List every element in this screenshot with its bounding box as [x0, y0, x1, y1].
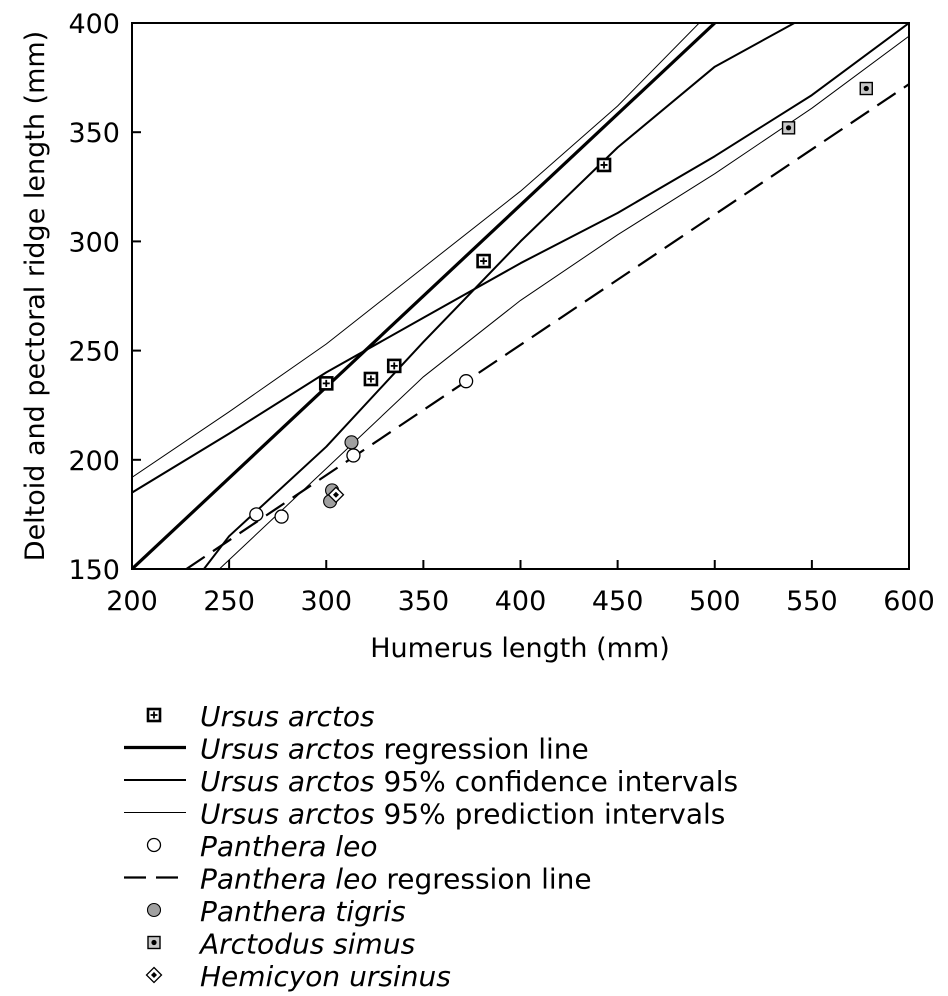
axis-ticks-layer: 200 250 300 350 400 450 500 550 6001502002503003… [68, 9, 934, 617]
legend-species: Panthera tigris [200, 895, 406, 928]
legend-item: Ursus arctos 95% prediction intervals [124, 798, 725, 831]
ursus-arctos-point [318, 376, 334, 391]
legend-species: Arctodus simus [198, 928, 415, 961]
ursus-arctos-95-confidence-intervals-2 [203, 23, 795, 569]
legend-item: Panthera leo regression line [124, 863, 592, 896]
y-tick-label: 250 [68, 337, 120, 368]
legend-description: regression line [377, 863, 591, 896]
y-tick-label: 150 [68, 555, 120, 586]
ursus-arctos-regression-line-0 [132, 23, 716, 569]
legend-marker-symbol [146, 707, 162, 723]
panthera-leo-point [249, 507, 264, 522]
x-axis-title: Humerus length (mm) [370, 633, 670, 664]
legend-item: Hemicyon ursinus [145, 960, 451, 993]
panthera-tigris-point [344, 435, 359, 450]
arctodus-simus-point [859, 81, 873, 96]
legend-item: Panthera leo [146, 830, 377, 863]
legend-marker-symbol [146, 902, 162, 918]
legend-label: Arctodus simus [198, 928, 415, 961]
x-tick-label: 400 [495, 586, 547, 617]
panthera-leo-point [274, 509, 289, 524]
legend-marker-symbol [145, 966, 163, 984]
y-tick-label: 350 [68, 118, 120, 149]
x-tick-label: 300 [300, 586, 352, 617]
ursus-arctos-95-confidence-intervals-1 [132, 23, 909, 494]
legend-label: Panthera leo [200, 830, 377, 863]
y-axis-title: Deltoid and pectoral ridge length (mm) [20, 31, 51, 561]
plot-frame [131, 22, 910, 570]
ursus-arctos-95-prediction-intervals-3 [132, 23, 700, 478]
ursus-arctos-point [386, 358, 402, 374]
arctodus-simus-point [781, 121, 796, 135]
ursus-arctos-point [476, 253, 491, 269]
legend-species: Panthera leo [200, 830, 377, 863]
y-tick-label: 300 [68, 227, 120, 258]
legend-species: Ursus arctos [200, 733, 375, 766]
y-tick-label: 200 [68, 446, 120, 477]
x-tick-label: 200 [106, 586, 158, 617]
legend-item: Panthera tigris [146, 895, 406, 928]
legend-marker-symbol [146, 837, 162, 853]
x-tick-label: 550 [786, 586, 838, 617]
hemicyon-ursinus-point [327, 486, 345, 504]
x-tick-label: 250 [203, 586, 255, 617]
legend-description: regression line [375, 733, 589, 766]
regression-lines-layer [132, 23, 909, 569]
legend-label: Ursus arctos 95% prediction intervals [200, 798, 725, 831]
legend-item: Arctodus simus [147, 928, 415, 961]
panthera-leo-point [346, 448, 361, 463]
legend-label: Hemicyon ursinus [200, 960, 451, 993]
legend-label: Panthera leo regression line [200, 863, 592, 896]
legend-species: Panthera leo [200, 863, 377, 896]
legend-label: Ursus arctos regression line [200, 733, 589, 766]
x-tick-label: 500 [689, 586, 741, 617]
ursus-arctos-point [363, 371, 379, 387]
panthera-leo-point [458, 374, 474, 389]
panthera-leo-regression-line-5 [185, 83, 909, 569]
legend-label: Ursus arctos [200, 700, 375, 733]
x-tick-label: 450 [592, 586, 644, 617]
legend-item: Ursus arctos [146, 700, 375, 733]
ursus-arctos-point [596, 157, 612, 173]
legend-description: 95% confidence intervals [375, 765, 739, 798]
legend-label: Panthera tigris [200, 895, 406, 928]
legend-item: Ursus arctos 95% confidence intervals [124, 765, 738, 798]
ursus-arctos-95-prediction-intervals-4 [219, 35, 909, 569]
x-tick-label: 350 [398, 586, 450, 617]
y-tick-label: 400 [68, 9, 120, 40]
legend-item: Ursus arctos regression line [124, 733, 589, 766]
legend-species: Ursus arctos [200, 798, 375, 831]
legend-species: Hemicyon ursinus [200, 960, 451, 993]
legend-label: Ursus arctos 95% confidence intervals [200, 765, 738, 798]
legend-species: Ursus arctos [200, 700, 375, 733]
x-tick-label: 600 [883, 586, 935, 617]
legend-description: 95% prediction intervals [375, 798, 726, 831]
data-points-layer [249, 81, 873, 524]
legend-species: Ursus arctos [200, 765, 375, 798]
legend-marker-symbol [147, 935, 161, 950]
